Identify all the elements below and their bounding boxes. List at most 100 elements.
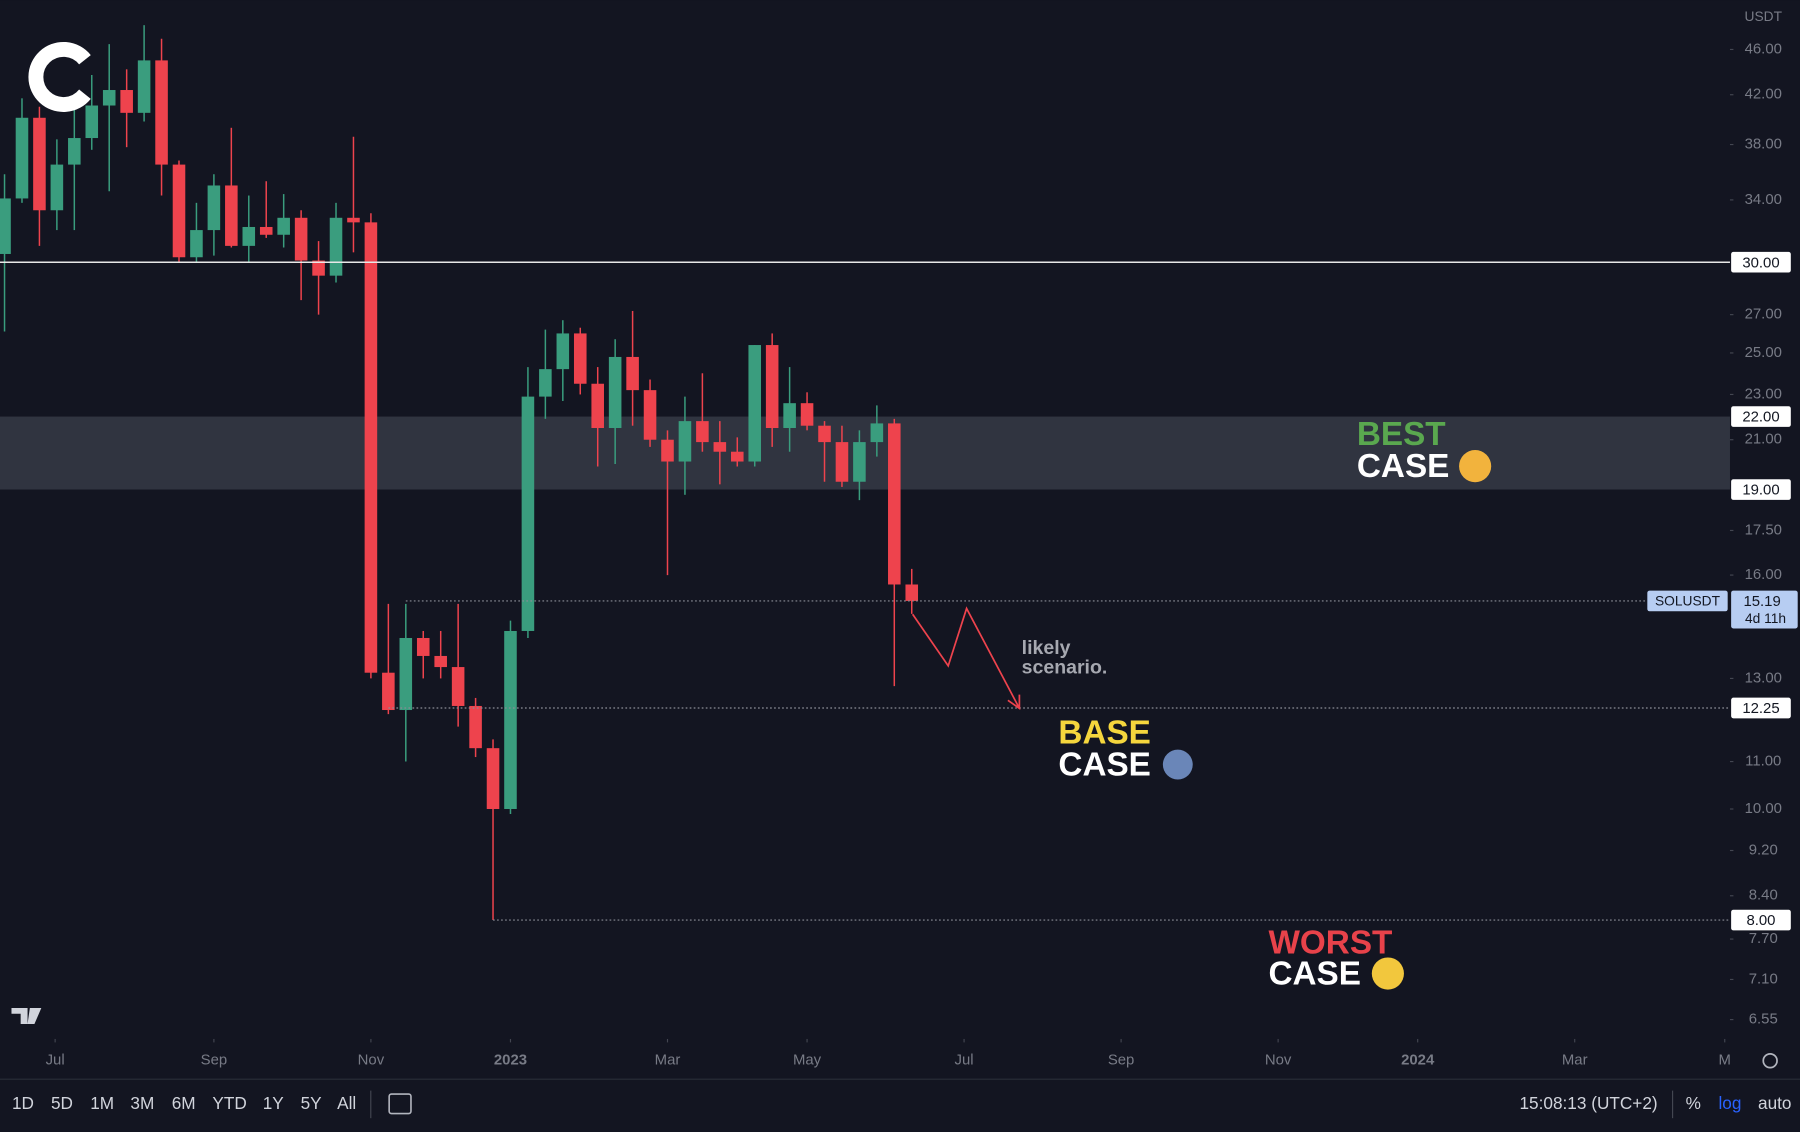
- x-tick-label: Sep: [1108, 1052, 1135, 1069]
- candle-body: [521, 396, 535, 631]
- y-tick-label: 27.00: [1745, 306, 1782, 323]
- y-tick-label: 7.10: [1749, 970, 1778, 987]
- currency[interactable]: USDT: [1745, 9, 1783, 24]
- range-button[interactable]: YTD: [212, 1093, 246, 1113]
- candle-body: [800, 403, 814, 426]
- y-tick-label: 7.70: [1749, 930, 1778, 947]
- candle-body: [818, 425, 831, 443]
- level-box: [1731, 479, 1791, 500]
- candle-body: [783, 403, 796, 429]
- y-tick-label: 42.00: [1745, 86, 1782, 103]
- x-tick-label: Mar: [655, 1052, 681, 1069]
- candle-body: [573, 333, 587, 384]
- annotation: BASE: [1058, 715, 1150, 752]
- last-price-box: [1731, 590, 1798, 629]
- candle-body: [748, 345, 762, 462]
- range-button[interactable]: 1Y: [263, 1093, 285, 1113]
- x-tick-label: Jul: [955, 1052, 974, 1069]
- candle-body: [33, 117, 46, 211]
- range-button[interactable]: 3M: [130, 1093, 154, 1113]
- candle-body: [50, 164, 64, 211]
- level-label: 22.00: [1742, 409, 1779, 426]
- annotation: WORST: [1268, 925, 1392, 962]
- candle-body: [172, 164, 186, 258]
- candle-body: [469, 705, 482, 749]
- candle-body: [451, 667, 465, 706]
- annotation: BEST: [1357, 416, 1446, 453]
- x-tick-label: 2023: [494, 1052, 527, 1069]
- x-tick-label: Mar: [1562, 1052, 1588, 1069]
- candle-body: [294, 217, 308, 261]
- range-button[interactable]: 5Y: [301, 1093, 323, 1113]
- symbol-box: [1647, 590, 1728, 612]
- candle-body: [382, 672, 395, 711]
- range-button[interactable]: 6M: [172, 1093, 196, 1113]
- candle-body: [329, 217, 343, 276]
- auto-toggle[interactable]: auto: [1758, 1093, 1791, 1113]
- candle-body: [591, 383, 604, 429]
- last-price-label: 15.19: [1743, 593, 1780, 610]
- scenario-arrow: [911, 606, 1021, 711]
- y-tick-label: 25.00: [1745, 344, 1782, 361]
- log-toggle[interactable]: log: [1718, 1093, 1741, 1113]
- candle-body: [608, 356, 622, 429]
- annotation: CASE: [1357, 448, 1449, 485]
- tv-logo: [11, 1007, 42, 1025]
- candle-body: [888, 423, 901, 585]
- candle-body: [277, 217, 290, 235]
- y-tick-label: 46.00: [1745, 40, 1782, 57]
- candle-body: [416, 637, 430, 656]
- level-box: [1731, 406, 1791, 427]
- symbol-label: SOLUSDT: [1655, 594, 1721, 609]
- candle-body: [853, 442, 866, 482]
- level-label: 30.00: [1742, 254, 1779, 271]
- candle-body: [661, 439, 674, 462]
- percent-toggle[interactable]: %: [1686, 1093, 1701, 1113]
- y-tick-label: 23.00: [1745, 385, 1782, 402]
- range-button[interactable]: All: [337, 1093, 356, 1113]
- x-tick-label: Nov: [1265, 1052, 1292, 1069]
- annotation: scenario.: [1022, 656, 1108, 678]
- candle-body: [242, 226, 256, 246]
- candle-body: [730, 451, 744, 462]
- candle-body: [870, 423, 884, 443]
- candle-body: [347, 217, 360, 223]
- level-box: [1731, 909, 1791, 931]
- level-box: [1731, 697, 1791, 719]
- clock: 15:08:13 (UTC+2): [1519, 1093, 1657, 1113]
- calendar-icon[interactable]: [388, 1093, 412, 1115]
- candle-body: [15, 117, 29, 199]
- x-tick-label: M: [1719, 1052, 1731, 1069]
- level-label: 19.00: [1742, 482, 1779, 499]
- candle-body: [225, 185, 238, 246]
- x-tick-label: May: [793, 1052, 822, 1069]
- y-tick-label: 17.50: [1745, 521, 1782, 538]
- range-button[interactable]: 5D: [51, 1093, 73, 1113]
- y-tick-label: 9.20: [1749, 841, 1778, 858]
- candle-body: [155, 60, 168, 165]
- candle-body: [399, 637, 413, 711]
- countdown: 4d 11h: [1745, 611, 1786, 626]
- candle-body: [102, 90, 116, 106]
- candle-body: [190, 230, 203, 258]
- range-button[interactable]: 1D: [12, 1093, 34, 1113]
- settings-icon[interactable]: [1762, 1053, 1778, 1069]
- y-tick-label: 34.00: [1745, 191, 1782, 208]
- candle-body: [765, 345, 779, 429]
- candle-body: [713, 442, 727, 452]
- candle-body: [0, 198, 11, 254]
- candle-body: [835, 442, 849, 482]
- candle-body: [539, 369, 552, 397]
- candle-body: [364, 222, 378, 673]
- y-tick-label: 11.00: [1745, 752, 1781, 769]
- y-tick-label: 38.00: [1745, 135, 1782, 152]
- candle-body: [85, 105, 99, 139]
- x-tick-label: Jul: [46, 1052, 65, 1069]
- level-box: [1731, 251, 1791, 273]
- candle-body: [643, 390, 657, 440]
- range-button[interactable]: 1M: [90, 1093, 114, 1113]
- candle-body: [137, 60, 151, 113]
- y-tick-label: 16.00: [1745, 566, 1782, 583]
- candle-body: [434, 655, 447, 668]
- candle-body: [556, 333, 570, 370]
